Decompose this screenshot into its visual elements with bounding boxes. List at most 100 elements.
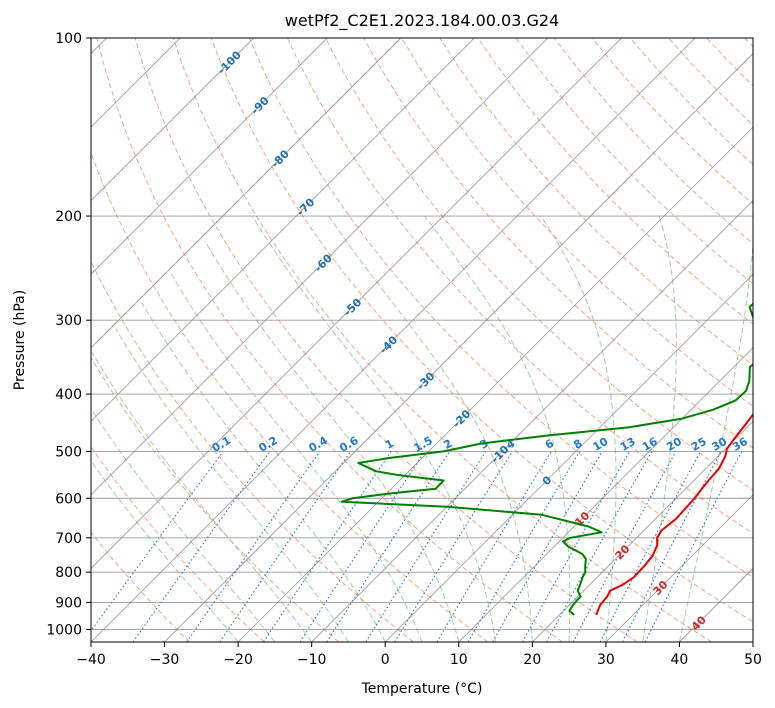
mixing-ratio-label: 20	[664, 435, 684, 454]
isotherm-label: 40	[689, 613, 709, 633]
dry-adiabat	[248, 38, 753, 578]
isotherm-line	[164, 52, 753, 642]
mixing-ratio-label: 1	[383, 437, 396, 452]
mixing-ratio-line	[572, 451, 677, 642]
moist-adiabat	[540, 215, 617, 642]
isotherm-line	[458, 347, 753, 642]
moist-adiabat	[642, 215, 677, 642]
dry-adiabat	[91, 260, 414, 642]
dry-adiabat	[91, 531, 191, 642]
dry-adiabat	[477, 38, 753, 325]
dry-adiabat	[91, 445, 265, 642]
x-tick-label: 30	[597, 652, 615, 668]
mixing-ratio-line	[522, 451, 631, 642]
mixing-ratio-line	[394, 451, 513, 642]
isotherm-line	[679, 567, 753, 642]
isotherm-line	[91, 38, 254, 202]
moist-adiabat	[91, 352, 313, 642]
isotherm-label: -50	[341, 295, 364, 318]
x-tick-label: 50	[744, 652, 762, 668]
isotherm-label: -90	[249, 94, 272, 117]
axes: −40 −30 −20 −10 0 10 20 30 40 50 100 200 300 400 500 60…	[46, 31, 762, 668]
x-tick-label: −30	[150, 652, 180, 668]
dry-adiabat	[210, 38, 753, 623]
mixing-ratio-line	[622, 451, 722, 642]
isotherm-label: -70	[294, 195, 317, 218]
mixing-ratio-line	[546, 451, 653, 642]
mixing-ratio-line	[299, 451, 426, 642]
isotherm-label: 20	[613, 542, 633, 562]
dry-adiabat	[515, 38, 753, 285]
x-tick-label: 40	[671, 652, 689, 668]
dry-adiabat	[96, 38, 563, 642]
moist-adiabat	[251, 215, 497, 642]
x-tick-label: −40	[76, 652, 106, 668]
isotherm-line	[91, 38, 402, 349]
moist-adiabat	[424, 215, 571, 642]
dry-adiabat	[744, 38, 753, 48]
isotherm-line	[532, 420, 753, 642]
x-tick-label: −20	[223, 652, 253, 668]
isotherm-line	[311, 200, 753, 642]
y-tick-label: 800	[55, 565, 82, 581]
x-tick-label: 0	[381, 652, 390, 668]
mixing-ratio-line	[186, 451, 321, 642]
x-axis-title: Temperature (°C)	[361, 681, 483, 697]
mixing-ratio-label: 36	[730, 435, 750, 454]
isotherm-line	[91, 38, 475, 422]
moist-adiabat	[141, 302, 386, 642]
isotherm-line	[752, 641, 753, 642]
dry-adiabat	[91, 356, 340, 642]
mixing-ratio-line	[91, 451, 224, 632]
isotherm-line	[91, 38, 549, 496]
y-tick-label: 200	[55, 209, 82, 225]
dry-adiabat	[172, 38, 713, 642]
isotherm-line	[384, 273, 753, 642]
mixing-ratio-line	[326, 451, 451, 642]
mixing-ratio-line	[219, 451, 352, 642]
y-tick-label: 400	[55, 387, 82, 403]
y-tick-label: 600	[55, 491, 82, 507]
mixing-ratio-line	[644, 451, 743, 642]
y-tick-label: 500	[55, 444, 82, 460]
mixing-ratio-line	[467, 451, 581, 642]
moist-adiabat	[204, 240, 460, 642]
y-tick-label: 100	[55, 31, 82, 47]
isotherm-label: -60	[312, 251, 335, 274]
mixing-ratio-label: 6	[543, 437, 556, 452]
dewpoint-profile-line	[340, 302, 753, 616]
moist-adiabat	[678, 239, 753, 642]
mixing-ratio-label: 16	[640, 435, 660, 454]
dry-adiabat	[401, 38, 753, 407]
isotherm-line	[91, 38, 696, 642]
moist-adiabat	[170, 273, 423, 642]
temperature-profile-line	[595, 412, 753, 616]
isotherm-label: -40	[377, 333, 400, 356]
plot-frame	[90, 37, 754, 643]
dry-adiabat	[363, 38, 753, 449]
mixing-ratio-line	[263, 451, 392, 642]
dry-adiabat	[91, 151, 489, 642]
isotherm-line	[91, 38, 328, 275]
x-tick-label: −10	[297, 652, 327, 668]
isotherm-line	[237, 126, 753, 642]
dry-adiabat	[553, 38, 753, 245]
isotherm-label: -30	[414, 369, 437, 392]
y-tick-label: 300	[55, 313, 82, 329]
mixing-ratio-label: 10	[591, 435, 611, 454]
y-tick-label: 1000	[46, 622, 82, 638]
dry-adiabat	[668, 38, 753, 126]
y-tick-label: 700	[55, 531, 82, 547]
x-tick-label: 20	[523, 652, 541, 668]
mixing-ratio-line	[436, 451, 552, 642]
plot-area: 0.1 0.2 0.4 0.6 1 1.5 2 3 4 6 8 10 13 16 20 25 30 36-100-…	[91, 38, 753, 642]
y-tick-label: 900	[55, 595, 82, 611]
isotherm-line	[91, 38, 622, 570]
moist-adiabat	[115, 328, 349, 642]
profile-lines	[340, 302, 753, 616]
x-tick-label: 10	[450, 652, 468, 668]
moist-adiabat	[328, 215, 533, 642]
y-axis-title: Pressure (hPa)	[12, 290, 28, 390]
dry-adiabat	[325, 38, 753, 491]
